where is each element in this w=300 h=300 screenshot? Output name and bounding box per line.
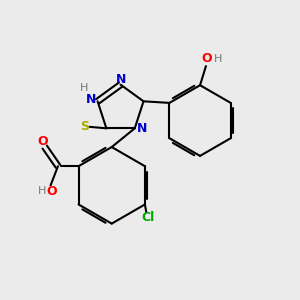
Text: O: O <box>37 135 48 148</box>
Text: Cl: Cl <box>141 211 154 224</box>
Text: S: S <box>80 120 89 133</box>
Text: H: H <box>38 186 46 196</box>
Text: H: H <box>214 54 223 64</box>
Text: N: N <box>136 122 147 135</box>
Text: N: N <box>86 93 96 106</box>
Text: N: N <box>116 73 126 86</box>
Text: O: O <box>201 52 212 65</box>
Text: O: O <box>47 185 57 198</box>
Text: H: H <box>80 83 88 93</box>
